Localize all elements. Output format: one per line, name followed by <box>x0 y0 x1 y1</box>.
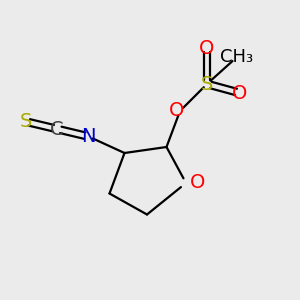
Text: C: C <box>50 119 64 139</box>
Text: N: N <box>81 127 96 146</box>
Text: O: O <box>232 83 248 103</box>
Text: CH₃: CH₃ <box>220 48 254 66</box>
Text: O: O <box>169 101 185 121</box>
Text: O: O <box>190 173 206 193</box>
Text: O: O <box>199 38 215 58</box>
Text: S: S <box>201 74 213 94</box>
Text: S: S <box>19 112 32 131</box>
